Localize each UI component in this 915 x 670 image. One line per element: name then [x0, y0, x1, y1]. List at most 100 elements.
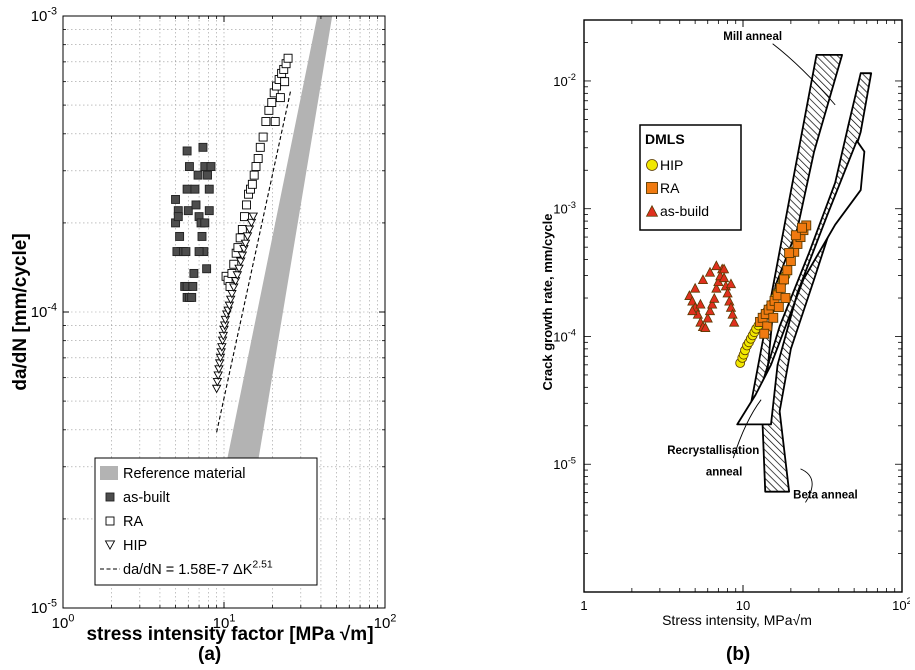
- panel-label-b: (b): [726, 644, 751, 665]
- data-point: [197, 231, 207, 241]
- data-point: [249, 170, 259, 180]
- data-point: [702, 312, 713, 323]
- data-point: [204, 184, 214, 194]
- data-point: [797, 222, 807, 233]
- data-point: [187, 292, 197, 302]
- data-point: [206, 162, 216, 172]
- data-point: [759, 328, 770, 339]
- data-point: [200, 218, 210, 228]
- ticks: [583, 19, 903, 593]
- legend-label: RA: [123, 514, 143, 530]
- chart-a: 100 101 102 10-5 10-4 10-3 stress intensity fa…: [10, 5, 397, 645]
- data-point: [175, 231, 185, 241]
- data-point: [275, 93, 285, 103]
- data-point: [242, 232, 253, 241]
- x-tick-label: 102: [374, 612, 397, 632]
- data-point: [184, 162, 194, 172]
- data-point: [718, 263, 730, 274]
- data-point: [267, 98, 277, 108]
- series-hip: [211, 212, 259, 394]
- reference-band-area: [215, 16, 333, 519]
- data-point: [198, 142, 208, 152]
- legend-marker-asbuild: [645, 204, 659, 217]
- y-axis-label: Crack growth rate, mm/cycle: [540, 213, 555, 390]
- legend: Reference material as-built RA HIP da/dN = 1…: [94, 457, 318, 586]
- x-tick-label: 10: [736, 598, 750, 613]
- data-point: [725, 301, 737, 312]
- legend-marker-hip: [104, 540, 116, 550]
- data-point: [253, 154, 263, 163]
- data-point: [261, 117, 271, 126]
- legend-marker-ra: [646, 182, 658, 194]
- legend-marker-hip: [646, 159, 658, 171]
- x-tick-label: 1: [580, 598, 587, 613]
- legend-label: da/dN = 1.58E-7 ΔK2.51: [123, 559, 273, 578]
- data-point: [779, 274, 789, 285]
- chart-b: 1 10 102 10-5 10-4 10-3 10-2 Stress intensity, …: [540, 19, 910, 628]
- data-point: [202, 264, 212, 274]
- data-point: [240, 212, 249, 222]
- series-ra: [221, 53, 293, 291]
- legend-marker-ra: [105, 516, 115, 526]
- data-point: [190, 184, 200, 194]
- legend-label: HIP: [123, 538, 147, 554]
- data-point: [695, 298, 706, 309]
- data-point: [784, 248, 795, 258]
- data-point: [711, 282, 722, 293]
- recrystallisation-band: [736, 139, 866, 426]
- data-point: [229, 259, 239, 269]
- data-point: [237, 225, 247, 234]
- data-point: [230, 277, 241, 286]
- data-point: [704, 266, 716, 277]
- y-tick-label: 10-5: [31, 597, 57, 617]
- annotation-label: anneal: [706, 466, 742, 478]
- x-axis-label: Stress intensity, MPa√m: [662, 612, 812, 628]
- data-point: [711, 260, 722, 271]
- series-ra: [755, 220, 812, 339]
- data-point: [687, 305, 698, 316]
- data-point: [773, 302, 784, 312]
- series-as-build: [684, 260, 740, 332]
- data-point: [725, 278, 737, 289]
- data-point: [188, 281, 198, 291]
- legend-marker-asbuilt: [105, 492, 115, 502]
- data-point: [193, 170, 203, 180]
- data-point: [173, 212, 183, 222]
- data-point: [191, 200, 201, 210]
- data-point: [229, 283, 239, 293]
- legend-label: RA: [660, 180, 680, 196]
- data-point: [189, 268, 199, 278]
- legend-box: [94, 457, 318, 586]
- data-point: [237, 251, 248, 261]
- data-point: [775, 282, 786, 293]
- data-point: [242, 200, 251, 210]
- x-tick-label: 101: [213, 612, 236, 632]
- data-point: [704, 305, 716, 316]
- y-tick-label: 10-3: [553, 200, 576, 217]
- data-point: [194, 247, 204, 257]
- data-point: [227, 289, 237, 299]
- y-tick-label: 10-3: [31, 5, 57, 25]
- x-axis-label: stress intensity factor [MPa √m]: [86, 624, 373, 645]
- legend-label: as-build: [660, 203, 709, 219]
- series-as-built: [171, 142, 216, 302]
- data-point: [182, 184, 192, 194]
- data-point: [782, 265, 793, 276]
- data-point: [234, 264, 244, 274]
- data-point: [255, 142, 265, 152]
- data-point: [244, 225, 255, 235]
- annotation-label: Mill anneal: [723, 31, 782, 43]
- data-point: [689, 282, 701, 293]
- data-point: [211, 384, 222, 394]
- data-point: [246, 218, 257, 228]
- y-tick-label: 10-4: [31, 301, 57, 321]
- data-point: [183, 206, 193, 216]
- data-point: [780, 293, 791, 303]
- data-point: [722, 287, 733, 298]
- data-point: [727, 308, 738, 319]
- legend-title: DMLS: [645, 131, 685, 147]
- y-tick-label: 10-2: [553, 72, 576, 89]
- legend-label: Reference material: [123, 466, 246, 482]
- data-point: [251, 162, 261, 172]
